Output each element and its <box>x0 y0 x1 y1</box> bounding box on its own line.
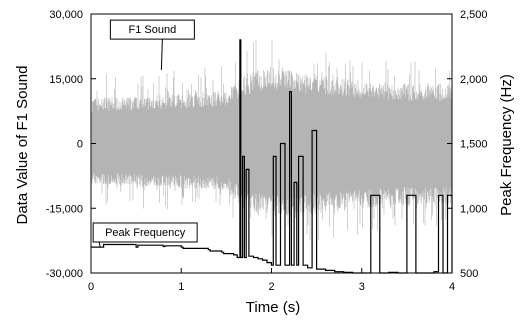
y-right-tick-label: 1,500 <box>460 139 488 151</box>
y-axis-left-title: Data Value of F1 Sound <box>14 66 31 225</box>
y-axis-right: 500 1,000 1,500 2,000 2,500 <box>447 9 488 280</box>
x-axis-title: Time (s) <box>246 299 300 316</box>
y-right-tick-label: 1,000 <box>460 203 488 215</box>
y-right-tick-label: 500 <box>460 268 478 280</box>
y-right-tick-label: 2,500 <box>460 9 488 21</box>
x-tick-label: 1 <box>178 281 184 293</box>
y-right-tick-label: 2,000 <box>460 74 488 86</box>
x-tick-label: 3 <box>359 281 365 293</box>
x-tick-label: 4 <box>449 281 455 293</box>
y-left-tick-label: -15,000 <box>46 203 83 215</box>
f1-sound-callout-leader <box>160 39 163 71</box>
y-axis-right-title: Peak Frequency (Hz) <box>498 74 515 216</box>
x-tick-label: 0 <box>88 281 94 293</box>
f1-sound-callout-label: F1 Sound <box>129 24 177 36</box>
peak-frequency-callout-box <box>92 222 198 243</box>
x-axis: 0 1 2 3 4 <box>88 268 455 293</box>
y-left-tick-label: 0 <box>77 139 83 151</box>
f1-sound-callout-box <box>109 19 195 40</box>
annotations: F1 Sound Peak Frequency <box>92 19 198 247</box>
y-left-tick-label: 30,000 <box>49 9 83 21</box>
y-left-tick-label: 15,000 <box>49 74 83 86</box>
peak-frequency-callout-label: Peak Frequency <box>105 227 186 239</box>
sound-waveform-path <box>91 39 452 242</box>
y-left-tick-label: -30,000 <box>46 268 83 280</box>
x-tick-label: 2 <box>268 281 274 293</box>
sound-waveform <box>91 39 452 242</box>
peak-frequency-callout-leader <box>98 241 101 247</box>
y-axis-left: -30,000 -15,000 0 15,000 30,000 <box>46 9 96 280</box>
